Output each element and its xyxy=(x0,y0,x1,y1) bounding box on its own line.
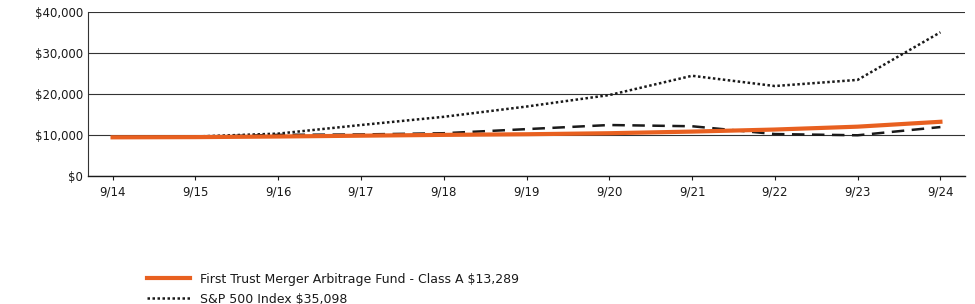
Bloomberg U.S. Aggregate Bond Index $12,004 xyxy=(769,132,781,136)
Line: First Trust Merger Arbitrage Fund - Class A $13,289: First Trust Merger Arbitrage Fund - Clas… xyxy=(112,122,941,137)
Legend: First Trust Merger Arbitrage Fund - Class A $13,289, S&P 500 Index $35,098, Bloo: First Trust Merger Arbitrage Fund - Clas… xyxy=(146,273,520,304)
Bloomberg U.S. Aggregate Bond Index $12,004 xyxy=(935,125,947,129)
Bloomberg U.S. Aggregate Bond Index $12,004 xyxy=(852,133,864,137)
S&P 500 Index $35,098 xyxy=(769,84,781,88)
First Trust Merger Arbitrage Fund - Class A $13,289 xyxy=(604,131,615,135)
Bloomberg U.S. Aggregate Bond Index $12,004 xyxy=(604,123,615,127)
S&P 500 Index $35,098 xyxy=(521,105,532,109)
First Trust Merger Arbitrage Fund - Class A $13,289 xyxy=(189,135,201,139)
First Trust Merger Arbitrage Fund - Class A $13,289 xyxy=(438,133,449,137)
Line: Bloomberg U.S. Aggregate Bond Index $12,004: Bloomberg U.S. Aggregate Bond Index $12,… xyxy=(112,125,941,137)
First Trust Merger Arbitrage Fund - Class A $13,289 xyxy=(106,136,118,139)
S&P 500 Index $35,098 xyxy=(189,135,201,138)
Bloomberg U.S. Aggregate Bond Index $12,004 xyxy=(686,124,698,128)
S&P 500 Index $35,098 xyxy=(355,123,367,127)
S&P 500 Index $35,098 xyxy=(604,93,615,97)
First Trust Merger Arbitrage Fund - Class A $13,289 xyxy=(272,135,284,138)
Bloomberg U.S. Aggregate Bond Index $12,004 xyxy=(521,127,532,131)
S&P 500 Index $35,098 xyxy=(686,74,698,78)
Bloomberg U.S. Aggregate Bond Index $12,004 xyxy=(355,133,367,136)
First Trust Merger Arbitrage Fund - Class A $13,289 xyxy=(852,125,864,129)
Bloomberg U.S. Aggregate Bond Index $12,004 xyxy=(106,136,118,139)
First Trust Merger Arbitrage Fund - Class A $13,289 xyxy=(355,134,367,137)
Bloomberg U.S. Aggregate Bond Index $12,004 xyxy=(189,135,201,139)
S&P 500 Index $35,098 xyxy=(852,78,864,82)
First Trust Merger Arbitrage Fund - Class A $13,289 xyxy=(686,130,698,133)
S&P 500 Index $35,098 xyxy=(272,132,284,136)
S&P 500 Index $35,098 xyxy=(935,30,947,34)
S&P 500 Index $35,098 xyxy=(106,136,118,139)
First Trust Merger Arbitrage Fund - Class A $13,289 xyxy=(769,128,781,131)
S&P 500 Index $35,098 xyxy=(438,115,449,119)
First Trust Merger Arbitrage Fund - Class A $13,289 xyxy=(935,120,947,124)
Line: S&P 500 Index $35,098: S&P 500 Index $35,098 xyxy=(112,32,941,137)
First Trust Merger Arbitrage Fund - Class A $13,289 xyxy=(521,133,532,136)
Bloomberg U.S. Aggregate Bond Index $12,004 xyxy=(272,133,284,137)
Bloomberg U.S. Aggregate Bond Index $12,004 xyxy=(438,131,449,135)
